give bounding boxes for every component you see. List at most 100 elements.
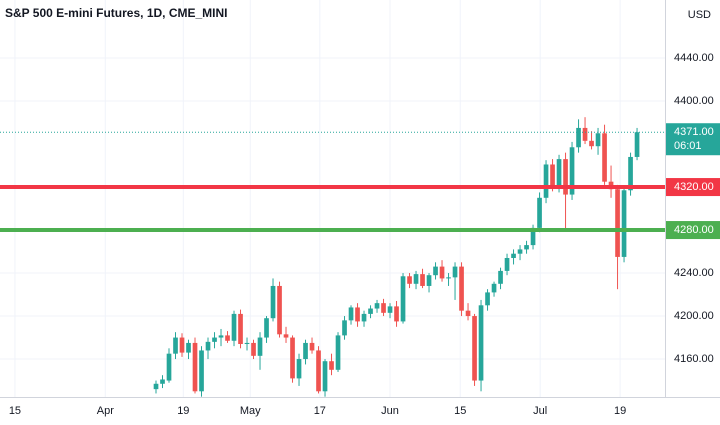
candle-body xyxy=(270,285,276,319)
candle-body xyxy=(511,253,516,259)
x-tick-label: 19 xyxy=(614,405,626,417)
y-tick-label: 4200.00 xyxy=(674,310,714,322)
y-tick-label: 4160.00 xyxy=(674,353,714,365)
candle-body xyxy=(160,379,165,384)
candle-body xyxy=(498,270,503,284)
candle-body xyxy=(563,159,568,195)
candle-body xyxy=(238,313,243,345)
candle-body xyxy=(426,275,432,286)
currency-box xyxy=(680,5,716,25)
labels: 4160.00 4200.00 4240.00 4400.00 4440.00 15 Apr… xyxy=(9,52,720,417)
level-label: 4320.00 xyxy=(674,181,714,193)
candle-body xyxy=(465,310,471,317)
candle-body xyxy=(212,337,217,342)
candle-body xyxy=(264,318,269,338)
candle-body xyxy=(550,164,555,188)
x-tick-label: 19 xyxy=(177,405,189,417)
candle-body xyxy=(186,342,191,353)
x-tick-label: 15 xyxy=(9,405,21,417)
x-tick-label: 15 xyxy=(454,405,466,417)
x-tick-label: May xyxy=(240,405,261,417)
candle-body xyxy=(628,156,633,191)
candle-body xyxy=(472,316,477,381)
candle-body xyxy=(537,197,542,228)
candle-body xyxy=(615,189,620,257)
candle-body xyxy=(485,292,490,306)
candle-body xyxy=(303,342,308,360)
candle-body xyxy=(524,245,529,250)
candle-body xyxy=(459,266,464,311)
candle-body xyxy=(621,190,627,257)
x-tick-label: 17 xyxy=(314,405,326,417)
marks xyxy=(0,117,665,397)
candle-body xyxy=(257,337,263,356)
candle-body xyxy=(491,283,497,293)
y-tick-label: 4400.00 xyxy=(674,95,714,107)
candle-body xyxy=(595,133,601,147)
candle-body xyxy=(446,277,451,279)
candle-body xyxy=(413,274,419,284)
candle-body xyxy=(199,350,204,392)
candle-body xyxy=(433,266,438,276)
candle-body xyxy=(556,159,562,188)
candle-body xyxy=(368,308,373,314)
candle-body xyxy=(589,140,594,147)
candle-body xyxy=(335,335,341,370)
candle-body xyxy=(166,353,172,381)
candle-body xyxy=(602,133,607,182)
level-label-box xyxy=(666,221,720,240)
candle-body xyxy=(543,164,549,198)
candle-body xyxy=(329,361,334,370)
candle-body xyxy=(394,306,399,322)
x-tick-label: Jun xyxy=(381,405,399,417)
candle-body xyxy=(173,337,178,354)
candle-body xyxy=(283,334,289,338)
candle-body xyxy=(277,285,282,335)
candle-body xyxy=(296,359,302,379)
candle-body xyxy=(192,342,198,392)
candle-body xyxy=(179,337,185,353)
countdown: 06:01 xyxy=(674,140,702,152)
chart-title: S&P 500 E-mini Futures, 1D, CME_MINI xyxy=(5,6,228,20)
candle-body xyxy=(381,303,386,313)
candle-body xyxy=(420,274,425,286)
candle-body xyxy=(322,361,328,392)
x-tick-label: Jul xyxy=(533,405,547,417)
candle-body xyxy=(407,276,412,284)
candle-body xyxy=(348,307,354,321)
candle-body xyxy=(205,341,211,351)
candle-body xyxy=(153,383,159,390)
level-label-box xyxy=(666,178,720,197)
candle-body xyxy=(316,350,321,392)
candle-body xyxy=(576,127,581,148)
currency: USD xyxy=(688,9,711,21)
candle-body xyxy=(251,342,256,356)
x-tick-label: Apr xyxy=(97,405,114,417)
candle-body xyxy=(374,303,380,309)
level-label: 4280.00 xyxy=(674,224,714,236)
candle-body xyxy=(530,227,536,246)
candle-body xyxy=(452,266,458,278)
candle-body xyxy=(231,313,237,341)
candle-body xyxy=(582,127,588,141)
candle-body xyxy=(517,249,523,254)
grid xyxy=(0,0,665,397)
candle-body xyxy=(400,276,406,322)
candle-body xyxy=(361,313,367,322)
candle-body xyxy=(218,335,224,338)
candle-body xyxy=(504,258,510,271)
candle-body xyxy=(355,307,360,322)
candle-body xyxy=(634,132,640,157)
candle-body xyxy=(478,305,484,381)
candle-body xyxy=(569,147,575,195)
last-price-label: 4371.00 xyxy=(674,126,714,138)
candle-body xyxy=(309,342,315,351)
candle-body xyxy=(439,266,445,279)
candle-body xyxy=(244,342,250,345)
y-tick-label: 4440.00 xyxy=(674,52,714,64)
candle-body xyxy=(290,337,295,379)
candle-body xyxy=(387,306,393,313)
last-price-box xyxy=(666,123,720,156)
